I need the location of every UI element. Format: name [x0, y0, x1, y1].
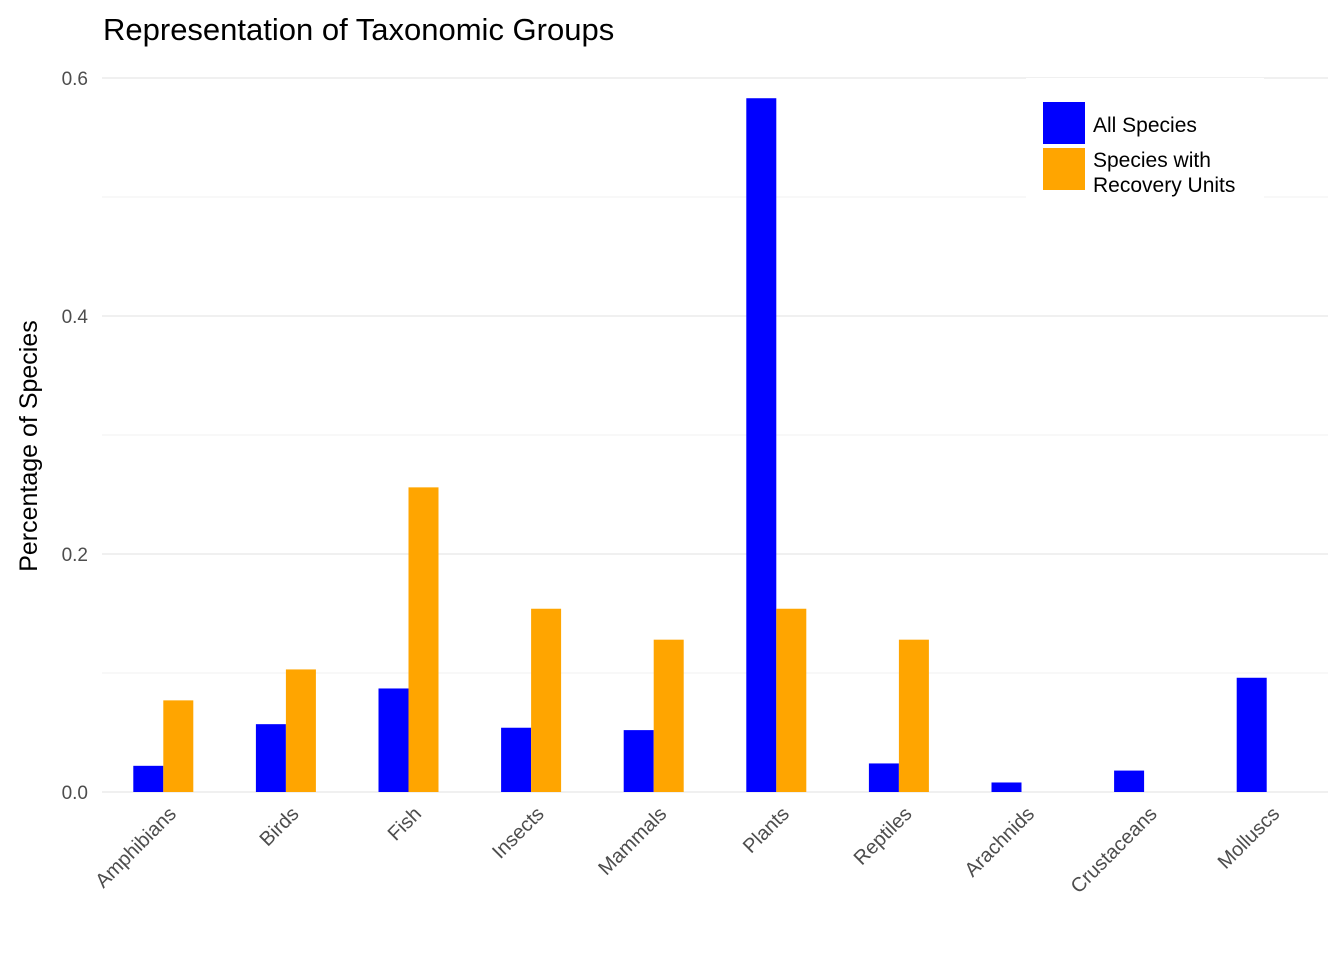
- bar-recovery-units: [531, 608, 562, 792]
- y-axis-ticks: 0.0 0.2 0.4 0.6: [62, 69, 89, 804]
- x-tick-label: Crustaceans: [1067, 803, 1162, 898]
- x-tick-label: Fish: [384, 803, 426, 845]
- y-axis-label: Percentage of Species: [15, 320, 43, 572]
- bar-recovery-units: [163, 700, 194, 792]
- legend-key: [1043, 148, 1085, 190]
- x-tick-label: Molluscs: [1214, 803, 1285, 874]
- y-tick-label: 0.4: [62, 307, 89, 328]
- bar-recovery-units: [653, 639, 684, 792]
- y-tick-label: 0.2: [62, 545, 88, 566]
- legend: All Species Species with Recovery Units: [1026, 78, 1264, 198]
- x-axis-ticks: Amphibians Birds Fish Insects Mammals Plants R…: [91, 803, 1284, 898]
- bar-recovery-units: [898, 639, 929, 792]
- x-tick-label: Reptiles: [850, 803, 917, 870]
- bar-recovery-units: [285, 669, 316, 792]
- x-tick-label: Amphibians: [91, 803, 180, 892]
- bar-all-species: [868, 763, 899, 792]
- chart-title: Representation of Taxonomic Groups: [103, 12, 614, 47]
- x-tick-label: Insects: [488, 803, 548, 863]
- legend-key: [1043, 102, 1085, 144]
- legend-label: Species with Recovery Units: [1093, 149, 1235, 197]
- bar-all-species: [501, 727, 532, 792]
- bar-all-species: [1236, 677, 1267, 792]
- bar-all-species: [991, 782, 1022, 792]
- x-tick-label: Plants: [739, 803, 794, 858]
- bar-all-species: [623, 730, 654, 792]
- bar-all-species: [255, 724, 286, 792]
- bar-all-species: [378, 688, 409, 792]
- x-tick-label: Arachnids: [961, 803, 1039, 881]
- bar-recovery-units: [408, 487, 439, 792]
- legend-label: All Species: [1093, 114, 1197, 137]
- bar-all-species: [746, 98, 777, 793]
- y-tick-label: 0.6: [62, 69, 88, 90]
- x-tick-label: Mammals: [594, 803, 671, 880]
- bar-all-species: [133, 765, 164, 792]
- bar-all-species: [1114, 770, 1145, 792]
- y-tick-label: 0.0: [62, 783, 88, 804]
- bar-recovery-units: [776, 608, 807, 792]
- bars: [133, 98, 1267, 793]
- x-tick-label: Birds: [256, 803, 304, 851]
